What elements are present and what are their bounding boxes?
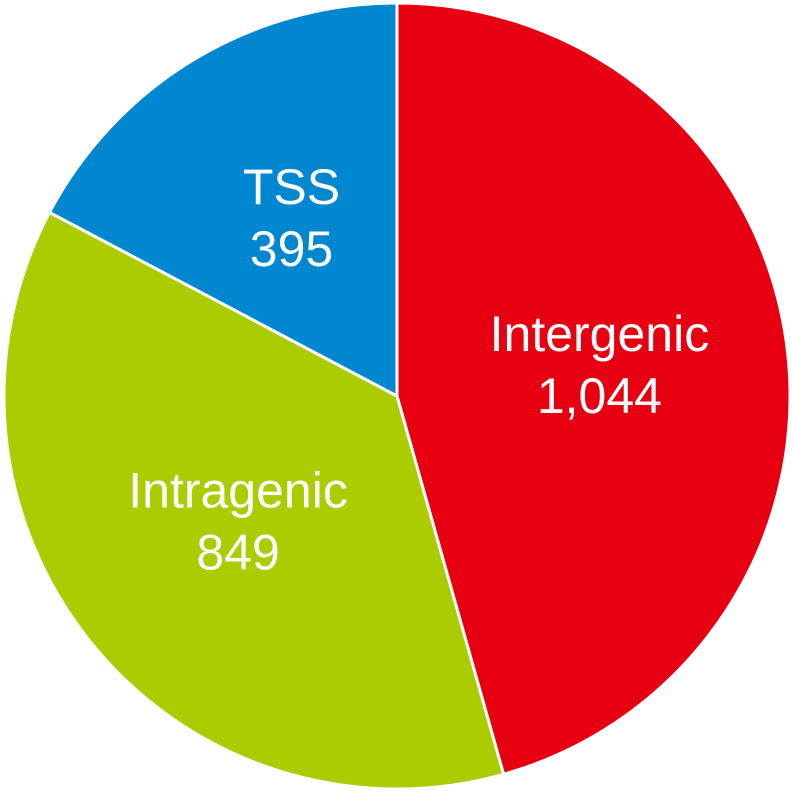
slice-label: TSS (243, 159, 340, 215)
slice-label: Intragenic (128, 463, 348, 519)
slice-value-label: 395 (250, 221, 333, 277)
slice-value-label: 849 (196, 525, 279, 581)
pie-slice (2, 210, 506, 791)
slice-label: Intergenic (490, 306, 710, 362)
pie-slice (47, 1, 399, 399)
pie-slice (395, 1, 792, 777)
slice-value-label: 1,044 (537, 368, 662, 424)
